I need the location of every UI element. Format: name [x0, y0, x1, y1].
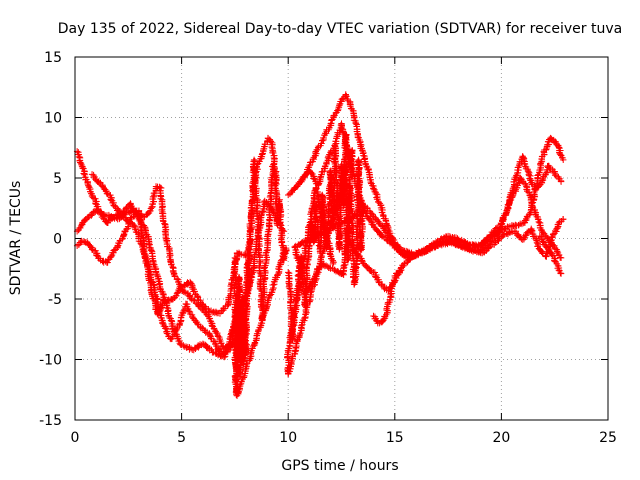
data-point-marker: [216, 348, 224, 355]
data-point-marker: [144, 211, 151, 218]
data-point-marker: [129, 205, 136, 212]
data-point-marker: [78, 237, 85, 245]
data-point-marker: [203, 344, 210, 351]
data-point-marker: [320, 134, 327, 142]
data-point-marker: [107, 196, 114, 203]
data-point-marker: [235, 249, 243, 257]
data-point-marker: [89, 246, 96, 253]
data-point-marker: [159, 320, 166, 327]
data-point-marker: [180, 288, 187, 295]
data-point-marker: [261, 197, 268, 205]
data-point-marker: [120, 232, 127, 239]
data-point-marker: [104, 190, 111, 198]
data-point-marker: [145, 263, 152, 270]
data-point-marker: [352, 120, 360, 127]
data-point-marker: [148, 247, 155, 254]
data-point-marker: [84, 180, 91, 188]
data-point-marker: [180, 342, 187, 349]
data-point-marker: [161, 220, 168, 227]
data-point-marker: [110, 202, 118, 210]
data-point-marker: [212, 328, 219, 335]
data-point-marker: [318, 140, 325, 147]
data-point-marker: [185, 307, 193, 315]
chart-title: Day 135 of 2022, Sidereal Day-to-day VTE…: [58, 21, 622, 37]
data-points: [73, 91, 567, 399]
data-point-marker: [77, 222, 85, 230]
data-point-marker: [202, 329, 209, 336]
data-point-marker: [93, 252, 101, 259]
data-point-marker: [189, 313, 196, 321]
data-point-marker: [138, 240, 145, 248]
data-point-marker: [87, 242, 94, 250]
data-point-marker: [157, 195, 164, 202]
data-point-marker: [173, 290, 181, 297]
data-point-marker: [210, 325, 218, 332]
data-point-marker: [88, 171, 96, 178]
data-point-marker: [174, 289, 181, 296]
data-point-marker: [218, 340, 225, 347]
data-point-marker: [518, 220, 526, 228]
